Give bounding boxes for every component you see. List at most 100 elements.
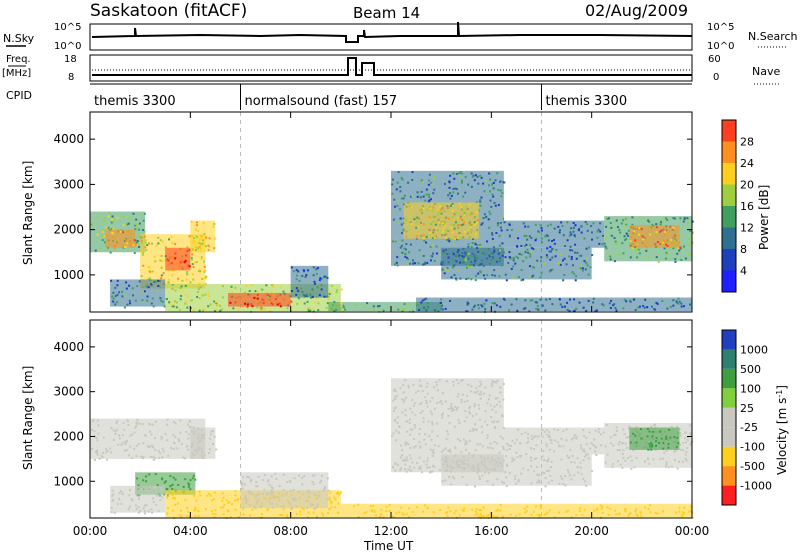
echo-speckle <box>159 487 162 490</box>
echo-speckle <box>531 437 534 440</box>
echo-speckle <box>328 298 331 301</box>
echo-speckle <box>112 235 115 238</box>
echo-speckle <box>403 399 406 402</box>
echo-speckle <box>555 248 558 251</box>
echo-speckle <box>253 505 256 508</box>
echo-speckle <box>479 204 482 207</box>
echo-speckle <box>379 515 382 518</box>
echo-speckle <box>476 175 479 178</box>
colorbar-swatch <box>722 163 736 185</box>
echo-speckle <box>645 219 648 222</box>
echo-speckle <box>432 220 435 223</box>
echo-speckle <box>682 305 685 308</box>
echo-speckle <box>237 497 240 500</box>
echo-speckle <box>271 293 274 296</box>
velocity-ylabel: Slant Range [km] <box>21 366 35 470</box>
echo-speckle <box>416 304 419 307</box>
echo-speckle <box>244 496 247 499</box>
echo-speckle <box>251 305 254 308</box>
echo-speckle <box>457 249 460 252</box>
y-tick-label: 4000 <box>53 340 84 354</box>
echo-speckle <box>579 267 582 270</box>
echo-speckle <box>566 308 569 311</box>
echo-speckle <box>333 309 336 312</box>
echo-speckle <box>150 433 153 436</box>
echo-speckle <box>493 516 496 519</box>
echo-speckle <box>531 299 534 302</box>
echo-speckle <box>154 436 157 439</box>
echo-speckle <box>439 209 442 212</box>
echo-speckle <box>180 294 183 297</box>
echo-speckle <box>450 407 453 410</box>
echo-speckle <box>491 237 494 240</box>
echo-speckle <box>474 279 477 282</box>
echo-speckle <box>422 417 425 420</box>
power-colorbar-tick: 16 <box>740 200 754 213</box>
echo-speckle <box>208 448 211 451</box>
echo-speckle <box>406 459 409 462</box>
echo-speckle <box>420 179 423 182</box>
echo-speckle <box>335 291 338 294</box>
colorbar-swatch <box>722 270 736 292</box>
echo-speckle <box>378 305 381 308</box>
echo-speckle <box>549 475 552 478</box>
echo-speckle <box>510 228 513 231</box>
echo-speckle <box>257 290 260 293</box>
echo-speckle <box>280 495 283 498</box>
echo-speckle <box>419 445 422 448</box>
echo-speckle <box>630 459 633 462</box>
echo-speckle <box>538 481 541 484</box>
echo-speckle <box>289 503 292 506</box>
echo-speckle <box>242 513 245 516</box>
echo-speckle <box>613 303 616 306</box>
echo-speckle <box>121 295 124 298</box>
echo-speckle <box>568 310 571 313</box>
echo-speckle <box>246 475 249 478</box>
echo-speckle <box>491 408 494 411</box>
echo-speckle <box>412 446 415 449</box>
echo-speckle <box>536 304 539 307</box>
echo-speckle <box>295 274 298 277</box>
echo-speckle <box>423 263 426 266</box>
echo-speckle <box>509 513 512 516</box>
echo-speckle <box>609 221 612 224</box>
echo-speckle <box>672 247 675 250</box>
echo-speckle <box>393 410 396 413</box>
echo-speckle <box>128 505 131 508</box>
echo-speckle <box>679 246 682 249</box>
echo-speckle <box>289 489 292 492</box>
echo-speckle <box>548 509 551 512</box>
echo-speckle <box>468 439 471 442</box>
echo-speckle <box>135 218 138 221</box>
echo-speckle <box>491 233 494 236</box>
echo-speckle <box>270 493 273 496</box>
echo-speckle <box>581 449 584 452</box>
echo-speckle <box>98 457 101 460</box>
echo-speckle <box>476 244 479 247</box>
echo-speckle <box>190 220 193 223</box>
echo-speckle <box>395 261 398 264</box>
echo-speckle <box>455 462 458 465</box>
echo-speckle <box>491 421 494 424</box>
echo-speckle <box>491 382 494 385</box>
echo-speckle <box>480 304 483 307</box>
echo-speckle <box>195 221 198 224</box>
echo-speckle <box>314 507 317 510</box>
echo-speckle <box>160 266 163 269</box>
echo-speckle <box>411 171 414 174</box>
echo-speckle <box>184 249 187 252</box>
velocity-colorbar-tick: -25 <box>740 421 758 434</box>
echo-speckle <box>246 305 249 308</box>
echo-speckle <box>691 220 694 223</box>
echo-speckle <box>456 253 459 256</box>
echo-speckle <box>476 443 479 446</box>
echo-speckle <box>399 190 402 193</box>
echo-speckle <box>457 393 460 396</box>
echo-speckle <box>483 213 486 216</box>
echo-speckle <box>457 216 460 219</box>
echo-speckle <box>580 466 583 469</box>
echo-speckle <box>155 244 158 247</box>
echo-speckle <box>565 439 568 442</box>
echo-speckle <box>438 211 441 214</box>
echo-speckle <box>131 287 134 290</box>
